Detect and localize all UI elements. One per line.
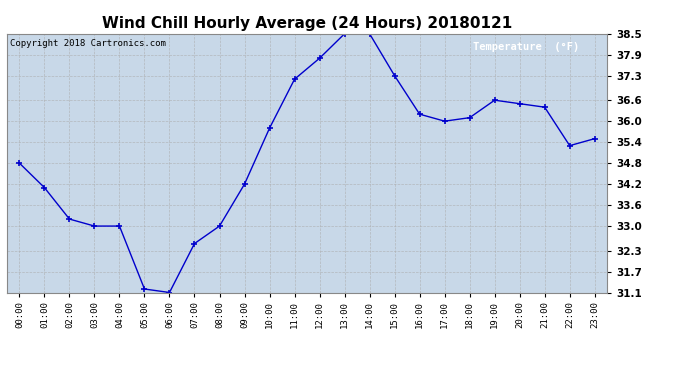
Title: Wind Chill Hourly Average (24 Hours) 20180121: Wind Chill Hourly Average (24 Hours) 201…	[102, 16, 512, 31]
Text: Copyright 2018 Cartronics.com: Copyright 2018 Cartronics.com	[10, 39, 166, 48]
